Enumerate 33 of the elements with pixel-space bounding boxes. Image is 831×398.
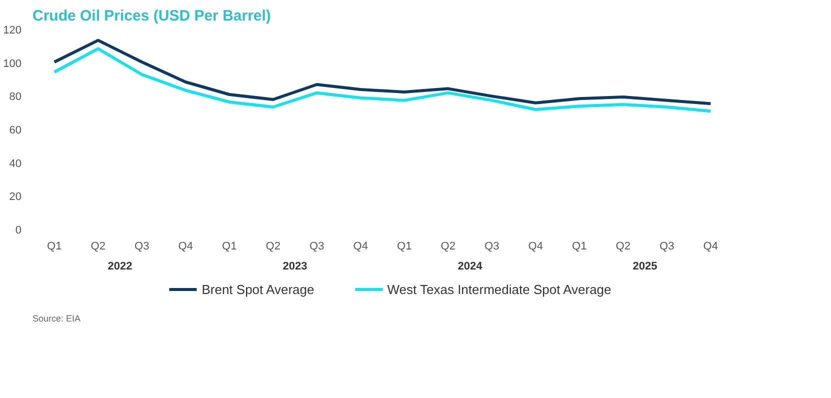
chart-title: Crude Oil Prices (USD Per Barrel) (32, 8, 271, 24)
x-tick-label: Q3 (310, 240, 324, 252)
x-tick-label: Q3 (484, 240, 500, 252)
x-tick-label: Q2 (440, 240, 456, 252)
x-tick-label: Q1 (572, 240, 587, 252)
y-tick-label: 80 (9, 91, 22, 104)
line-series (52, 38, 712, 106)
x-tick-label: Q4 (178, 240, 193, 252)
y-tick-label: 100 (3, 58, 22, 70)
y-tick-label: 20 (9, 191, 22, 204)
x-tick-label: Q3 (660, 240, 674, 252)
y-tick-label: 60 (9, 124, 22, 136)
x-tick-label: Q2 (266, 240, 280, 252)
x-tick-label: Q1 (47, 240, 62, 252)
y-tick-label: 120 (3, 24, 22, 36)
x-tick-label: Q4 (353, 240, 368, 252)
text: 2024 (458, 260, 484, 272)
x-tick-label: Q1 (222, 240, 237, 252)
x-tick-label: Q4 (528, 240, 543, 252)
x-tick-label: Q1 (397, 240, 412, 252)
source-note: Source: EIA (32, 314, 81, 324)
x-tick-label: Q2 (90, 240, 106, 252)
x-tick-label: Q4 (703, 240, 718, 252)
text: 2025 (632, 260, 658, 272)
legend-label: Brent Spot Average (202, 282, 314, 296)
x-tick-label: Q3 (134, 240, 150, 252)
y-tick-label: 40 (9, 158, 22, 170)
x-tick-label: Q2 (616, 240, 630, 252)
y-tick-label: 0 (15, 224, 22, 236)
line-series (52, 47, 712, 113)
text: 2023 (282, 260, 308, 272)
legend-label: West Texas Intermediate Spot Average (387, 282, 612, 296)
text: 2022 (108, 260, 132, 272)
